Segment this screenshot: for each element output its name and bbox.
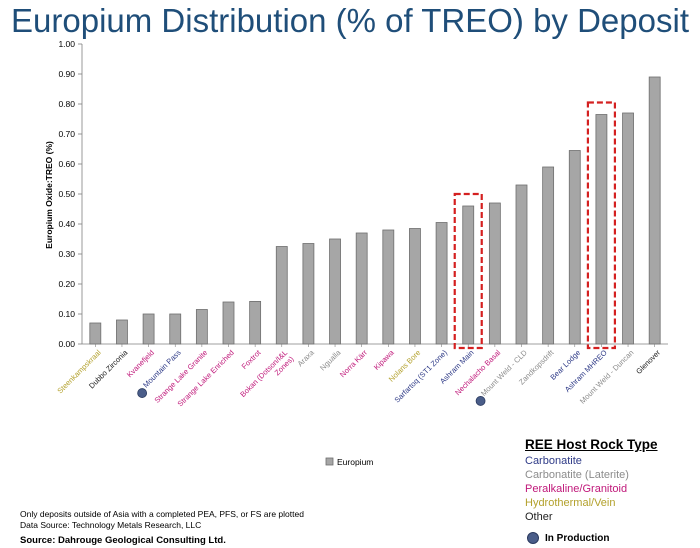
x-tick-label: Ngualla [318, 347, 343, 372]
bar [648, 76, 661, 345]
bar [488, 202, 501, 345]
y-tick-label: 0.20 [58, 279, 75, 289]
bar [142, 313, 155, 345]
highlight-box [586, 101, 617, 350]
y-tick-label: 0.70 [58, 129, 75, 139]
y-tick-label: 0.30 [58, 249, 75, 259]
footnote-data-source: Data Source: Technology Metals Research,… [20, 520, 202, 530]
highlight-boxes [453, 101, 617, 350]
bar [329, 238, 341, 345]
bar-series-europium [89, 76, 661, 345]
rock-type-legend: REE Host Rock Type Carbonatite Carbonati… [525, 437, 695, 524]
legend-entry-hydrothermal-vein: Hydrothermal/Vein [525, 497, 616, 509]
bar [595, 114, 608, 345]
y-axis-label: Europium Oxide:TREO (%) [44, 141, 54, 249]
x-tick-label: Nechalacho Basal [453, 348, 502, 397]
x-tick-label: Kipawa [372, 347, 396, 371]
y-tick-label: 0.80 [58, 99, 75, 109]
legend-label-europium: Europium [337, 457, 373, 467]
chart-title: Europium Distribution (% of TREO) by Dep… [11, 2, 689, 39]
in-production-icon [527, 532, 539, 544]
bar [89, 322, 102, 345]
y-tick-label: 0.50 [58, 189, 75, 199]
x-tick-label: Steenkampskraal [55, 348, 103, 396]
x-tick-label: Glenover [634, 348, 662, 376]
bar [195, 309, 208, 345]
y-tick-label: 1.00 [58, 39, 75, 49]
legend-entry-other: Other [525, 511, 553, 523]
highlight-box [453, 192, 483, 350]
in-production-marker [475, 396, 486, 406]
x-tick-label: Norra Kärr [338, 348, 369, 379]
x-tick-label: Foxtrot [240, 347, 264, 371]
x-tick-label: Mount Weld - CLD [479, 348, 529, 398]
bar [462, 205, 475, 345]
legend-entry-peralkaline-granitoid: Peralkaline/Granitoid [525, 483, 628, 495]
bar [302, 243, 315, 345]
in-production-legend: In Production [527, 532, 609, 544]
bar [275, 246, 288, 345]
bar [435, 222, 448, 345]
x-tick-label: Araxa [296, 347, 317, 368]
rock-type-legend-title: REE Host Rock Type [525, 437, 658, 452]
bar [169, 313, 182, 345]
y-tick-label: 0.90 [58, 69, 75, 79]
chart-legend: Europium [325, 457, 373, 467]
in-production-label: In Production [545, 532, 610, 544]
source-credit: Source: Dahrouge Geological Consulting L… [20, 535, 226, 546]
bar [568, 150, 581, 345]
y-tick-label: 0.60 [58, 159, 75, 169]
bar [622, 112, 634, 345]
bar [382, 229, 395, 345]
bar [409, 228, 421, 345]
y-tick-label: 0.10 [58, 309, 75, 319]
bar [222, 301, 235, 345]
y-tick-label: 0.00 [58, 339, 75, 349]
bar [116, 319, 128, 345]
bar [249, 300, 262, 345]
legend-entry-carbonatite-laterite: Carbonatite (Laterite) [525, 469, 629, 481]
bar [515, 184, 528, 345]
bar [355, 232, 368, 345]
legend-swatch-europium [325, 457, 334, 466]
footnote-scope: Only deposits outside of Asia with a com… [20, 509, 304, 519]
bar [542, 166, 555, 345]
legend-entry-carbonatite: Carbonatite [525, 455, 582, 467]
in-production-marker [137, 388, 148, 398]
y-tick-label: 0.40 [58, 219, 75, 229]
x-tick-label: Mount Weld - Duncan [578, 348, 636, 406]
